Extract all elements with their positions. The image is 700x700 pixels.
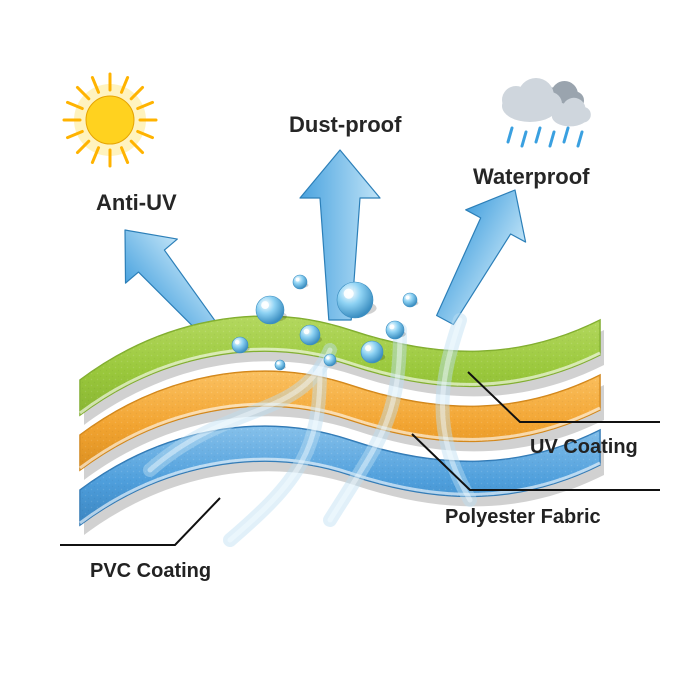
label-anti-uv: Anti-UV (96, 190, 177, 216)
diagram-canvas (0, 0, 700, 700)
label-pvc-coating: PVC Coating (90, 560, 211, 583)
label-uv-coating: UV Coating (530, 436, 638, 459)
infographic-stage: Anti-UV Dust-proof Waterproof UV Coating… (0, 0, 700, 700)
label-water: Waterproof (473, 164, 590, 190)
arrow-icon (415, 174, 545, 336)
rain-cloud-icon (502, 78, 591, 146)
sun-icon (64, 74, 156, 166)
label-dust: Dust-proof (289, 112, 401, 138)
label-polyester-fabric: Polyester Fabric (445, 506, 601, 529)
